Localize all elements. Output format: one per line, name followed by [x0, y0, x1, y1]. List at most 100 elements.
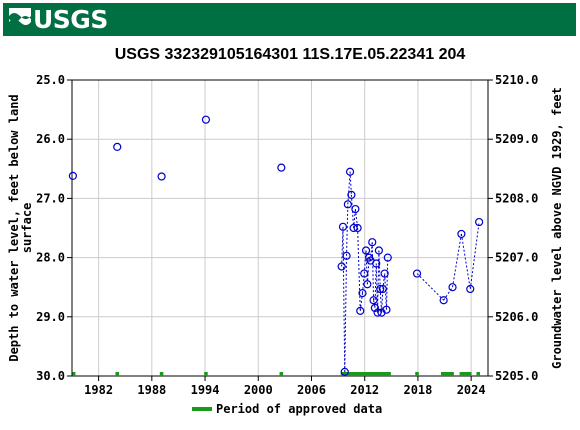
data-point [412, 269, 422, 278]
connecting-line [347, 171, 351, 205]
right-tick-label: 5207.0 [495, 251, 538, 265]
approved-period-bar [340, 372, 391, 376]
left-tick-label: 25.0 [36, 73, 65, 87]
data-point [340, 367, 349, 376]
right-tick-label: 5206.0 [495, 310, 538, 324]
data-point [356, 306, 365, 315]
data-point [342, 251, 351, 260]
left-tick-label: 28.0 [36, 251, 65, 265]
data-point [113, 142, 122, 151]
right-tick-label: 5209.0 [495, 132, 538, 146]
connecting-line [373, 300, 376, 309]
legend-label: Period of approved data [216, 402, 382, 416]
connecting-line [353, 209, 356, 229]
data-point [372, 259, 381, 268]
approved-period-bar [72, 372, 76, 376]
left-axis-title-line1: Depth to water level, feet below land [7, 94, 21, 361]
data-point [378, 284, 387, 294]
connecting-line [374, 263, 377, 308]
data-point [353, 223, 362, 233]
connecting-line [344, 255, 348, 372]
approved-period-bar [459, 372, 472, 376]
left-tick-label: 26.0 [36, 132, 65, 146]
data-point [376, 284, 385, 294]
left-y-axis-ticks: 25.0 26.0 27.0 28.0 29.0 30.0 [36, 73, 72, 383]
connecting-line [378, 250, 381, 289]
connecting-line [460, 233, 471, 290]
connecting-line [469, 222, 480, 290]
approved-period-bar [415, 372, 419, 376]
connecting-line [385, 257, 389, 310]
connecting-line [371, 242, 375, 301]
data-point [368, 238, 377, 247]
x-tick-label: 2012 [350, 383, 379, 397]
data-point [439, 296, 448, 305]
data-point [358, 289, 367, 298]
data-point [361, 246, 371, 255]
left-tick-label: 30.0 [36, 369, 65, 383]
usgs-wave-icon [9, 8, 31, 30]
data-point [337, 262, 346, 271]
data-point [380, 269, 389, 278]
grid-lines [72, 80, 488, 376]
plot-area [71, 79, 489, 377]
left-tick-label: 29.0 [36, 310, 65, 324]
right-tick-label: 5208.0 [495, 191, 538, 205]
connecting-lines [341, 171, 480, 372]
data-point [157, 172, 166, 181]
x-tick-label: 1994 [191, 383, 220, 397]
data-point [277, 163, 286, 172]
x-axis-ticks: 1982 1988 1994 2000 2006 2012 2018 2024 [84, 376, 486, 397]
connecting-line [369, 242, 373, 261]
data-point [360, 269, 369, 278]
data-point [347, 190, 356, 199]
data-point [351, 204, 360, 214]
data-point [201, 115, 211, 124]
connecting-line [416, 273, 445, 301]
data-point [382, 305, 391, 314]
usgs-header-banner: USGS [3, 3, 576, 36]
data-point [349, 223, 358, 233]
right-tick-label: 5210.0 [495, 73, 538, 87]
data-point [466, 284, 475, 294]
approved-period-bar [476, 372, 481, 376]
connecting-line [359, 293, 363, 311]
approved-periods [72, 372, 481, 376]
data-point [68, 171, 77, 181]
data-point [383, 253, 392, 262]
connecting-line [366, 257, 370, 285]
data-point [363, 280, 372, 289]
x-tick-label: 2018 [403, 383, 432, 397]
x-tick-label: 2006 [297, 383, 326, 397]
right-axis-title: Groundwater level above NGVD 1929, feet [550, 87, 564, 369]
x-tick-label: 1982 [84, 383, 113, 397]
data-point [345, 167, 355, 176]
left-tick-label: 27.0 [36, 191, 65, 205]
connecting-line [346, 204, 349, 256]
data-point [475, 217, 484, 227]
connecting-line [357, 227, 361, 311]
x-tick-label: 2000 [244, 383, 273, 397]
connecting-line [382, 273, 386, 290]
data-point [373, 308, 382, 317]
connecting-line [452, 233, 462, 288]
connecting-line [354, 208, 359, 229]
x-tick-label: 2024 [457, 383, 486, 397]
connecting-line [341, 226, 344, 267]
approved-period-bar [159, 372, 164, 376]
right-y-axis-ticks: 5210.0 5209.0 5208.0 5207.0 5206.0 5205.0 [488, 73, 538, 383]
left-axis-title-line2: surface [20, 203, 34, 254]
data-point [338, 222, 348, 231]
data-points [68, 115, 484, 376]
data-point [370, 303, 380, 313]
approved-period-bar [115, 372, 120, 376]
data-point [448, 283, 457, 292]
right-tick-label: 5205.0 [495, 369, 538, 383]
usgs-logo-text: USGS [33, 5, 108, 34]
data-point [343, 200, 352, 209]
data-point [374, 246, 383, 255]
connecting-line [342, 226, 346, 372]
approved-period-bar [204, 372, 208, 376]
chart-title: USGS 332329105164301 11S.17E.05.22341 20… [115, 46, 466, 63]
